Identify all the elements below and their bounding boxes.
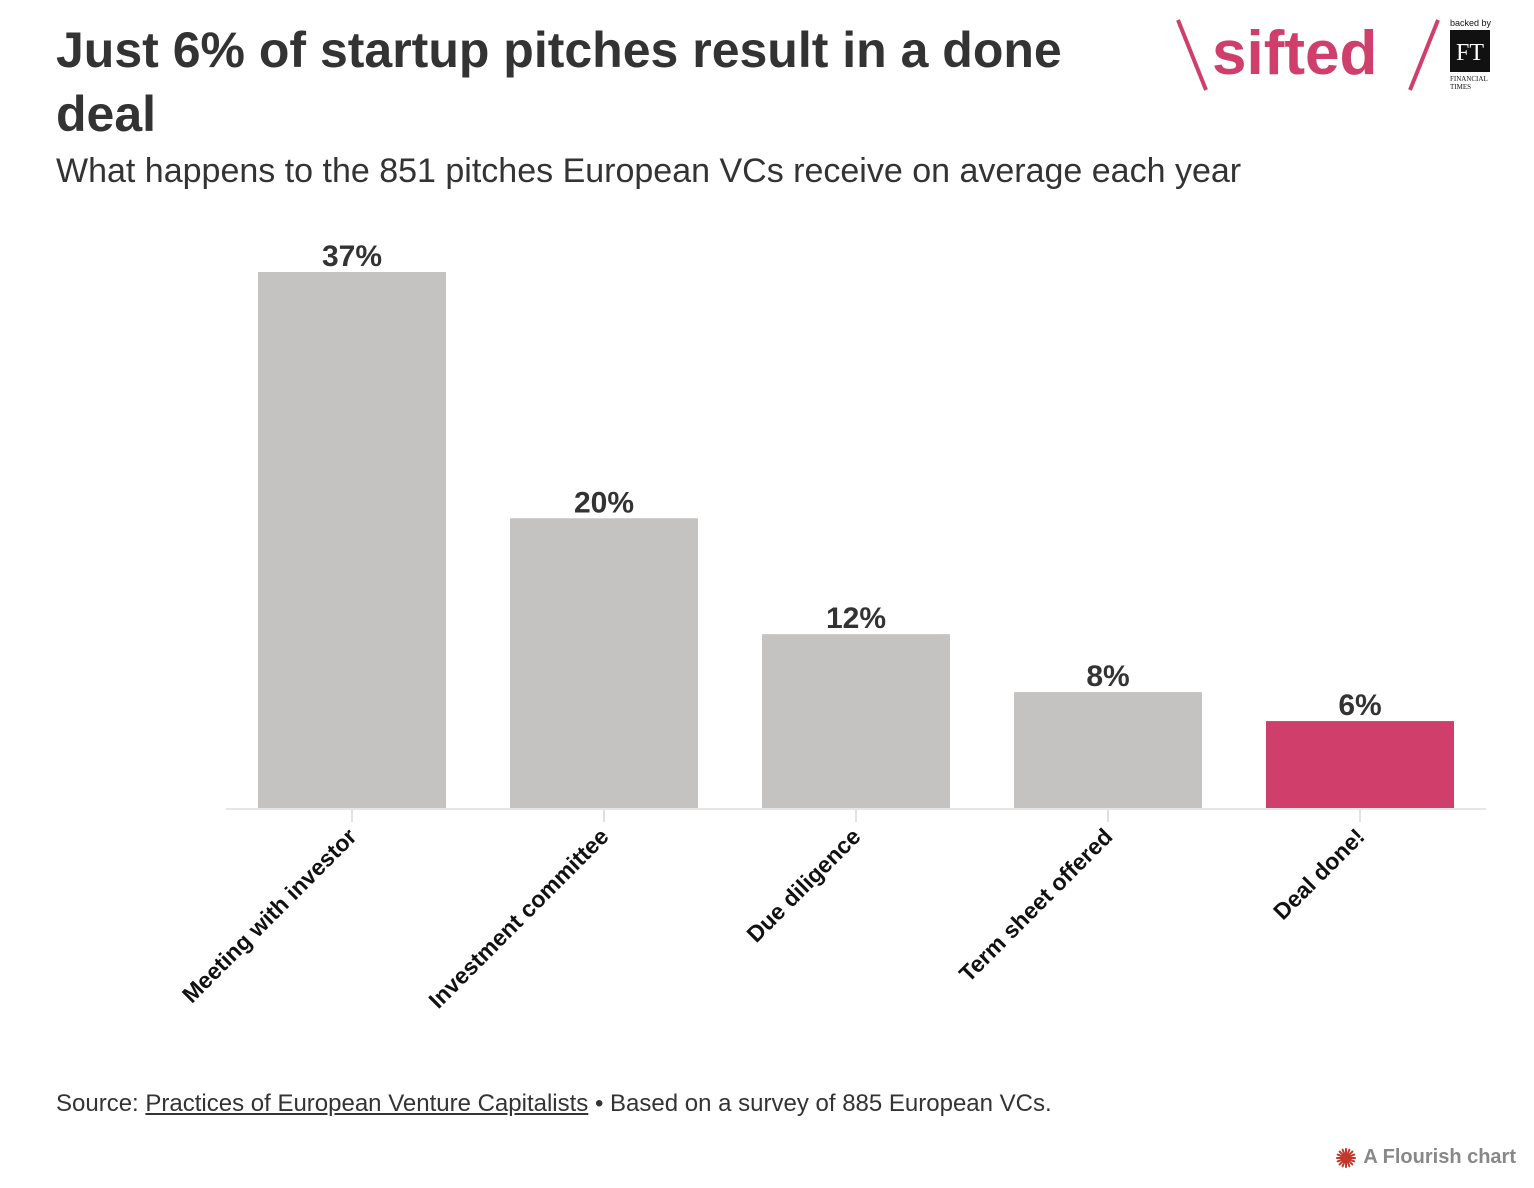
data-label: 20%	[574, 486, 634, 519]
page-subtitle: What happens to the 851 pitches European…	[56, 152, 1242, 190]
source-link[interactable]: Practices of European Venture Capitalist…	[145, 1090, 589, 1117]
sifted-logo[interactable]: sifted backed by FT FINANCIAL TIMES	[1170, 14, 1500, 98]
x-tick-label: Term sheet offered	[954, 823, 1118, 987]
ft-mark: FT	[1456, 40, 1484, 66]
data-label: 12%	[826, 602, 886, 635]
bar[interactable]	[258, 272, 446, 808]
data-label: 37%	[322, 240, 382, 273]
source-note: Source: Practices of European Venture Ca…	[56, 1088, 1052, 1120]
bar[interactable]	[762, 634, 950, 808]
x-tick-label: Investment committee	[423, 823, 613, 1013]
source-suffix: • Based on a survey of 885 European VCs.	[588, 1090, 1052, 1117]
bar[interactable]	[1014, 692, 1202, 808]
ft-badge	[1450, 30, 1490, 72]
logo-slash	[1408, 19, 1440, 91]
ft-line2: TIMES	[1450, 83, 1471, 91]
bar[interactable]	[1266, 721, 1454, 808]
bar[interactable]	[510, 518, 698, 808]
x-tick-label: Due diligence	[741, 823, 865, 947]
data-label: 8%	[1086, 660, 1129, 693]
x-tick-label: Deal done!	[1268, 823, 1370, 925]
source-prefix: Source:	[56, 1090, 146, 1117]
flourish-star-icon	[1336, 1147, 1357, 1168]
flourish-label: A Flourish chart	[1363, 1146, 1516, 1168]
logo-brand-text: sifted	[1212, 19, 1377, 88]
x-tick-label: Meeting with investor	[177, 823, 362, 1008]
logo-backslash	[1176, 19, 1208, 91]
page-title: Just 6% of startup pitches result in a d…	[56, 22, 1062, 142]
ft-line1: FINANCIAL	[1450, 75, 1488, 83]
data-label: 6%	[1338, 689, 1381, 722]
logo-backed-by: backed by	[1450, 18, 1492, 28]
flourish-credit[interactable]: A Flourish chart	[1335, 1146, 1516, 1169]
